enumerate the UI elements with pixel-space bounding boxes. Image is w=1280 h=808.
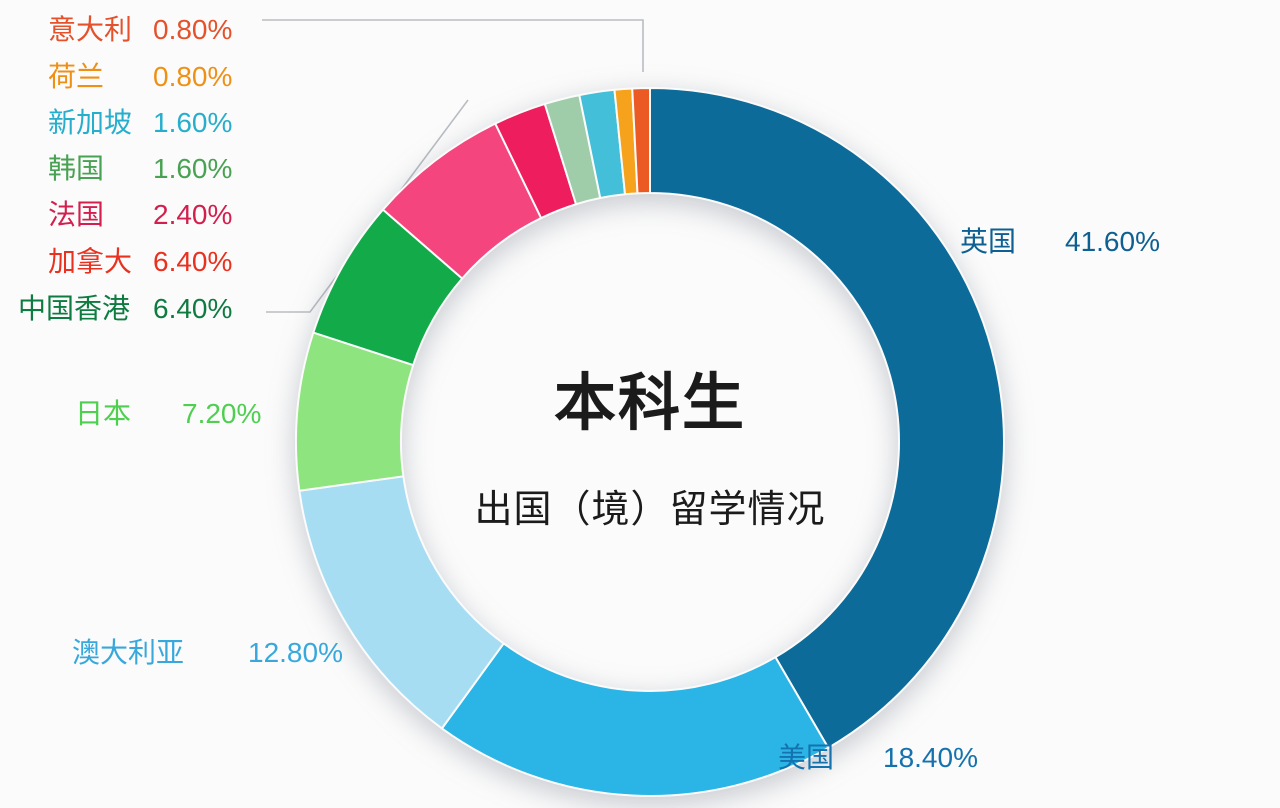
chart-subtitle: 出国（境）留学情况 [474, 489, 826, 531]
label-hongkong-name: 中国香港 [18, 293, 131, 324]
label-canada: 加拿大 6.40% [48, 246, 232, 278]
label-singapore-name: 新加坡 [48, 107, 133, 138]
pie-segment-0 [649, 87, 1005, 749]
label-japan-value: 7.20% [182, 398, 262, 429]
label-hongkong: 中国香港 6.40% [18, 293, 232, 325]
label-usa-value: 18.40% [883, 742, 978, 773]
label-netherlands: 荷兰 0.80% [48, 61, 232, 93]
label-france-name: 法国 [48, 199, 105, 230]
label-hongkong-value: 6.40% [153, 293, 233, 324]
label-netherlands-value: 0.80% [153, 61, 233, 92]
label-australia-name: 澳大利亚 [72, 637, 185, 668]
label-singapore: 新加坡 1.60% [48, 107, 232, 139]
label-japan-name: 日本 [75, 398, 132, 429]
label-canada-name: 加拿大 [48, 246, 133, 277]
label-usa-name: 美国 [778, 742, 835, 773]
label-uk: 英国 41.60% [960, 226, 1160, 258]
label-france-value: 2.40% [153, 199, 233, 230]
label-korea: 韩国 1.60% [48, 153, 232, 185]
label-canada-value: 6.40% [153, 246, 233, 277]
label-korea-name: 韩国 [48, 153, 105, 184]
label-singapore-value: 1.60% [153, 107, 233, 138]
leader-line-hongkong-line [266, 99, 469, 313]
label-korea-value: 1.60% [153, 153, 233, 184]
label-australia-value: 12.80% [248, 637, 343, 668]
label-italy-name: 意大利 [48, 14, 133, 45]
label-netherlands-name: 荷兰 [48, 61, 105, 92]
pie-segment-1 [440, 642, 830, 797]
pie-segment-10 [631, 87, 651, 195]
label-uk-name: 英国 [960, 226, 1017, 257]
chart-title: 本科生 [553, 369, 747, 438]
label-uk-value: 41.60% [1065, 226, 1160, 257]
label-japan: 日本 7.20% [75, 398, 261, 430]
label-france: 法国 2.40% [48, 199, 232, 231]
label-australia: 澳大利亚 12.80% [72, 637, 343, 669]
label-italy-value: 0.80% [153, 14, 233, 45]
leader-lines [262, 19, 644, 313]
leader-line-top-group-line [262, 19, 644, 72]
donut-segments [295, 87, 1005, 797]
label-italy: 意大利 0.80% [48, 14, 232, 46]
label-usa: 美国 18.40% [778, 742, 978, 774]
